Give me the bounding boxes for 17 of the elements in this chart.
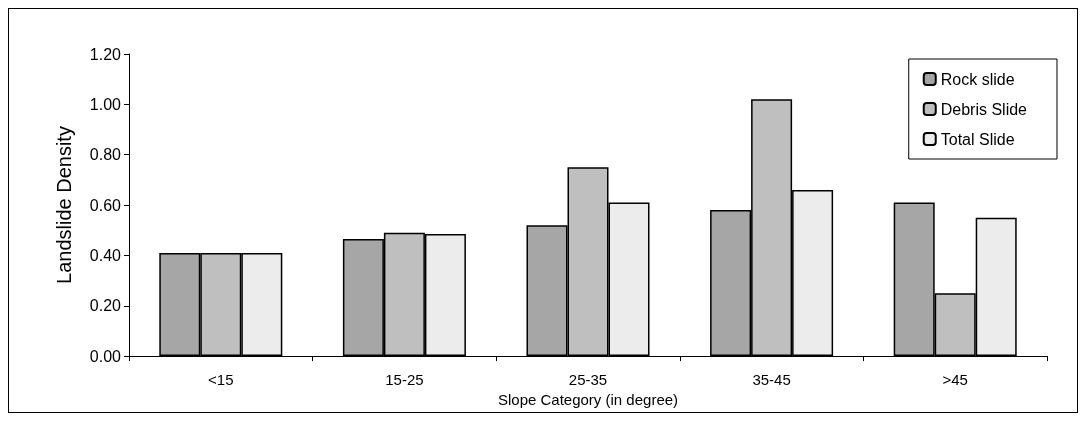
- x-tick-label: 15-25: [385, 371, 424, 389]
- y-tick-label: 1.00: [89, 95, 122, 113]
- legend-label: Rock slide: [940, 70, 1015, 88]
- y-tick-label: 1.20: [89, 45, 122, 63]
- y-tick-label: 0.20: [89, 297, 122, 315]
- legend-label: Debris Slide: [940, 100, 1028, 118]
- x-tick-label: >45: [942, 371, 968, 389]
- y-tick-label: 0.40: [89, 246, 122, 264]
- x-tick-label: 25-35: [568, 371, 608, 389]
- x-tick-label: 35-45: [752, 371, 791, 389]
- y-tick-label: 0.60: [89, 196, 122, 214]
- x-tick-label: <15: [208, 371, 234, 389]
- y-axis-title: Landslide Density: [53, 126, 75, 284]
- x-axis-title: Slope Category (in degree): [497, 391, 679, 408]
- y-tick-label: 0.80: [89, 146, 122, 164]
- y-tick-label: 0.00: [89, 347, 122, 365]
- legend-label: Total Slide: [940, 130, 1015, 148]
